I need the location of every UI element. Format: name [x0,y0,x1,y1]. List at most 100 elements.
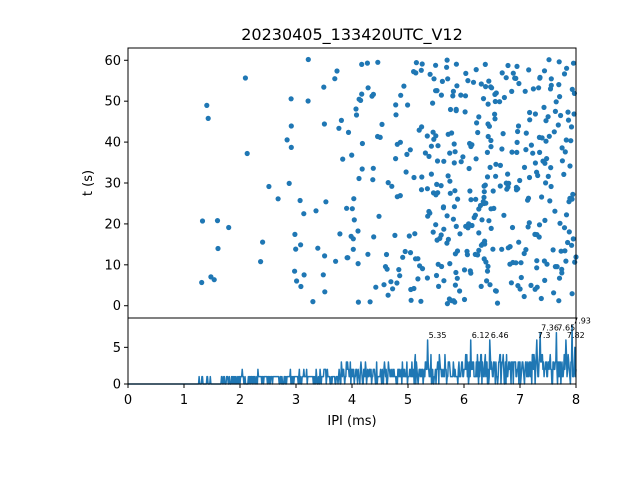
scatter-point [486,218,492,224]
scatter-point [559,158,566,164]
scatter-point [467,268,473,274]
scatter-point [499,70,505,76]
scatter-point [563,258,569,264]
scatter-point [497,183,503,189]
scatter-point [400,254,406,260]
scatter-point [205,115,211,121]
scatter-point [492,116,498,122]
scatter-point [355,228,361,234]
scatter-point [497,162,503,168]
scatter-point [473,156,479,162]
scatter-point [433,62,439,68]
scatter-point [310,299,316,305]
scatter-point [509,224,516,231]
scatter-point [550,247,556,253]
scatter-point [556,298,562,304]
scatter-point [355,299,361,305]
scatter-point [526,174,533,181]
scatter-point [393,112,399,118]
scatter-point [349,152,355,158]
scatter-point [499,246,505,252]
scatter-point [570,191,576,197]
scatter-point [297,197,303,204]
scatter-point [565,109,571,115]
scatter-point [491,205,497,211]
scatter-point [370,177,376,183]
scatter-point [569,86,575,92]
scatter-point [535,172,541,179]
scatter-point [359,61,365,67]
scatter-point [509,149,515,155]
scatter-point [373,284,379,290]
scatter-point [333,258,339,264]
scatter-point [393,102,399,108]
scatter-point [396,267,402,273]
scatter-point [199,279,205,286]
scatter-point [493,161,499,167]
scatter-point [527,109,533,116]
scatter-point [393,156,399,162]
scatter-point [345,129,352,135]
scatter-point [301,211,307,217]
scatter-point [485,101,491,107]
scatter-point [567,163,573,169]
scatter-point [545,173,551,179]
scatter-point [490,188,496,194]
scatter-point [411,174,417,181]
scatter-point [275,196,281,202]
scatter-point [441,226,447,232]
scatter-point [527,117,533,123]
scatter-point [332,76,338,82]
scatter-point [501,212,507,218]
scatter-point [517,286,523,292]
scatter-point [433,272,440,279]
scatter-y-tick-label: 10 [104,258,121,273]
scatter-point [553,99,559,105]
scatter-point [371,234,377,240]
scatter-point [536,85,542,91]
scatter-point [487,282,493,288]
scatter-point [383,251,390,258]
chart-title: 20230405_133420UTC_V12 [241,25,463,45]
scatter-point [538,295,544,302]
scatter-point [556,82,562,88]
scatter-point [482,61,488,67]
scatter-point [466,165,472,172]
scatter-point [286,180,292,186]
scatter-point [483,259,489,265]
scatter-point [434,88,440,94]
scatter-point [412,231,418,237]
scatter-y-tick-label: 30 [104,177,121,192]
scatter-point [534,265,540,271]
scatter-point [475,129,481,136]
scatter-point [548,165,554,171]
scatter-point [507,244,513,250]
scatter-point [518,260,524,266]
scatter-point [199,218,206,224]
scatter-point [570,60,577,66]
scatter-point [453,61,459,67]
scatter-point [525,195,532,201]
scatter-point [377,134,383,140]
scatter-point [438,92,444,98]
scatter-point [479,217,485,223]
histogram-x-tick-label: 6 [460,393,468,408]
scatter-point [334,68,340,74]
scatter-point [351,196,357,202]
scatter-point [514,149,520,155]
scatter-point [434,181,440,187]
scatter-panel: 0 10 20 30 40 50 60 t (s) [81,47,579,319]
scatter-point [450,216,456,222]
scatter-point [364,60,370,66]
scatter-point [445,76,451,82]
scatter-point [521,164,528,170]
scatter-point [536,222,543,228]
scatter-point [428,143,434,149]
scatter-point [445,236,451,242]
scatter-point [336,125,342,131]
scatter-point [571,111,577,117]
scatter-point [430,100,436,106]
scatter-point [244,150,250,157]
